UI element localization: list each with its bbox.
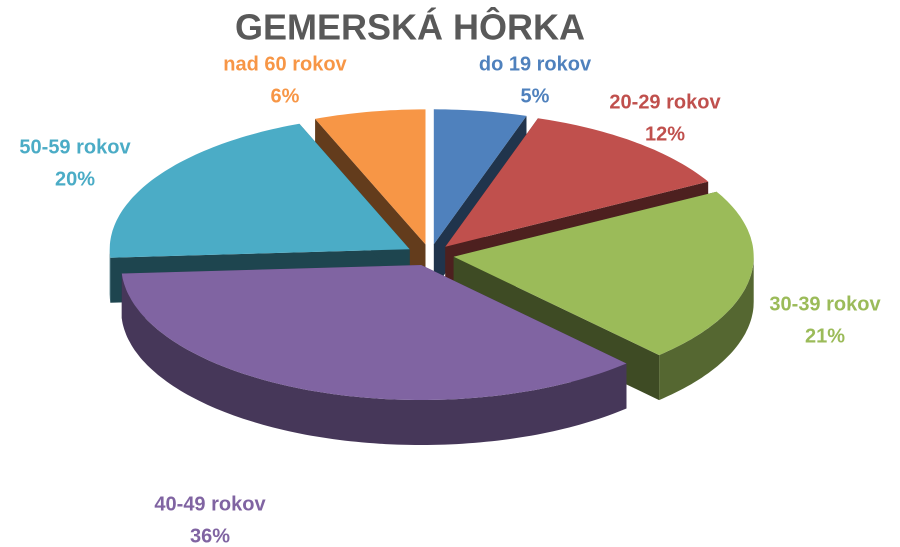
slice-value-label: 12% bbox=[645, 123, 685, 145]
slice-side bbox=[121, 273, 627, 445]
slice-side bbox=[659, 256, 754, 401]
slice bbox=[315, 109, 426, 245]
slice bbox=[109, 123, 410, 258]
slice-label: 50-59 rokov bbox=[19, 136, 131, 158]
slice-value-label: 6% bbox=[271, 85, 300, 107]
slice-value-label: 5% bbox=[521, 85, 550, 107]
slice-label: 30-39 rokov bbox=[769, 293, 881, 315]
slice bbox=[445, 118, 709, 247]
slice bbox=[453, 191, 754, 356]
slice-label: 20-29 rokov bbox=[609, 91, 721, 113]
slice-value-label: 20% bbox=[55, 168, 95, 190]
chart-title: GEMERSKÁ HÔRKA bbox=[235, 6, 585, 48]
slice-label: 40-49 rokov bbox=[154, 493, 266, 515]
slice bbox=[433, 109, 527, 245]
slice-value-label: 21% bbox=[805, 325, 845, 347]
slice-value-label: 36% bbox=[190, 525, 230, 547]
slice-label: do 19 rokov bbox=[479, 53, 592, 75]
slice-side bbox=[109, 249, 111, 303]
slice bbox=[121, 265, 627, 400]
slice-label: nad 60 rokov bbox=[223, 53, 347, 75]
